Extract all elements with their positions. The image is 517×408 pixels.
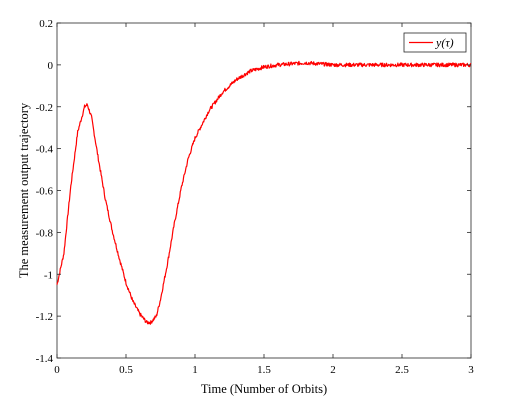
- y-tick-label: -1.4: [36, 353, 54, 365]
- y-tick-label: -0.4: [36, 144, 54, 156]
- y-tick-label: -0.2: [36, 102, 53, 114]
- x-tick-label: 3: [468, 364, 474, 376]
- x-tick-label: 1: [192, 364, 198, 376]
- y-tick-label: 0: [48, 60, 54, 72]
- y-tick-label: -0.6: [36, 186, 54, 198]
- y-tick-label: -1.2: [36, 311, 53, 323]
- series-line: [56, 60, 472, 325]
- x-tick-label: 2.5: [395, 364, 409, 376]
- x-tick-label: 0: [54, 364, 60, 376]
- plot-area: [56, 22, 472, 359]
- y-axis-title: The measurement output trajectory: [17, 102, 31, 278]
- series-layer: [56, 60, 472, 325]
- y-tick-label: 0.2: [39, 18, 53, 30]
- legend-label: y(τ): [435, 36, 454, 50]
- y-tick-label: -0.8: [36, 227, 54, 239]
- legend: y(τ): [403, 32, 467, 53]
- x-tick-label: 0.5: [119, 364, 133, 376]
- x-tick-label: 1.5: [257, 364, 271, 376]
- ticks-layer: 0 0.5 1 1.5 2 2.5 3 -1.4 -1.2 -1 -0.8 -0.6 -0.4 -0.2 0…: [36, 18, 475, 376]
- y-tick-label: -1: [44, 269, 53, 281]
- x-tick-label: 2: [330, 364, 336, 376]
- legend-box: [403, 32, 467, 53]
- x-axis-title: Time (Number of Orbits): [201, 382, 327, 396]
